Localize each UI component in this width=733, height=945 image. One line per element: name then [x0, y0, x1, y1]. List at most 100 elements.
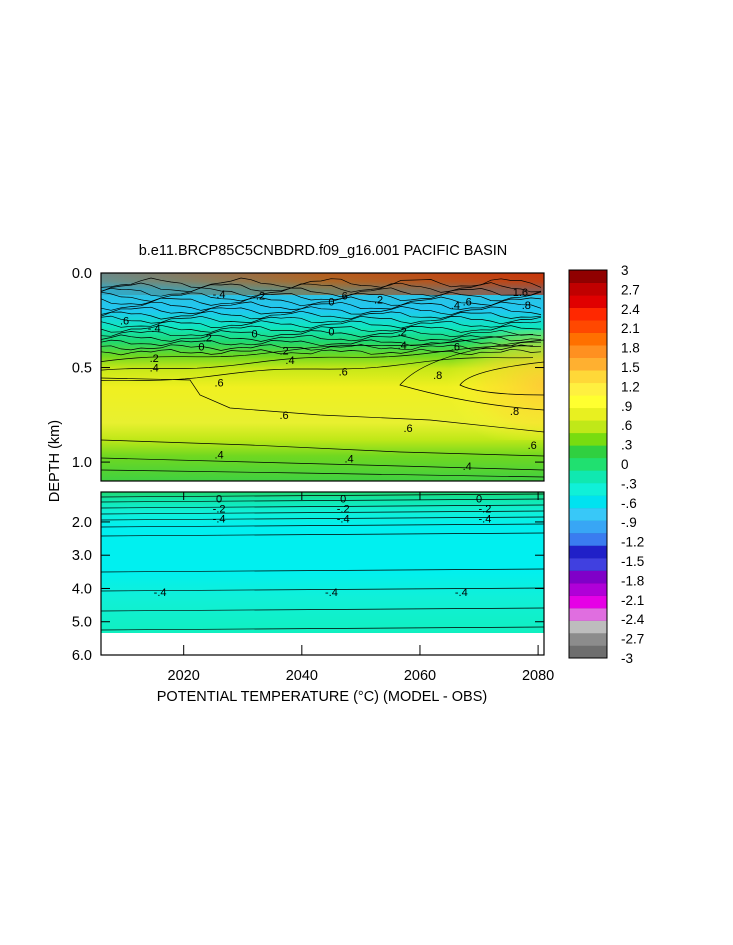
- contour-label: 0: [198, 342, 204, 354]
- y-tick-label: 1.0: [72, 455, 92, 471]
- colorbar-swatch: [569, 570, 607, 584]
- contour-line: [101, 607, 544, 612]
- contour-label: 0: [328, 296, 334, 308]
- contour-label: .8: [522, 300, 531, 312]
- colorbar-swatch: [569, 545, 607, 559]
- colorbar-label: -2.1: [621, 593, 644, 608]
- colorbar-swatch: [569, 382, 607, 396]
- colorbar-swatch: [569, 495, 607, 509]
- colorbar-label: 3: [621, 263, 629, 278]
- contour-line: [101, 320, 542, 329]
- contour-label: .6: [339, 291, 348, 303]
- contour-label: .4: [451, 300, 460, 312]
- contour-line: [101, 457, 544, 471]
- contour-label: -.2: [213, 504, 226, 516]
- contour-line: [101, 439, 544, 457]
- colorbar-swatch: [569, 607, 607, 621]
- contour-line: [101, 626, 544, 631]
- colorbar-label: 2.4: [621, 302, 640, 317]
- contour-label: 0: [340, 494, 346, 506]
- contour-line: [101, 301, 542, 311]
- y-tick-label: 3.0: [72, 548, 92, 564]
- colorbar-swatch: [569, 295, 607, 308]
- colorbar-frame: [568, 269, 608, 659]
- x-tick-label: 2080: [522, 668, 554, 684]
- contour-line: [101, 282, 542, 293]
- contour-label: -.4: [325, 587, 338, 599]
- chart-title: b.e11.BRCP85C5CNBDRD.f09_g16.001 PACIFIC…: [139, 243, 508, 259]
- y-tick-label: 6.0: [72, 648, 92, 664]
- contour-label: .2: [398, 327, 407, 339]
- colorbar-swatch: [569, 395, 607, 409]
- contour-line: [101, 306, 542, 316]
- colorbar-swatch: [569, 370, 607, 384]
- contour-line: [101, 310, 542, 320]
- contour-label: .2: [203, 332, 212, 344]
- contour-line: [101, 333, 534, 362]
- y-tick-label: 0.0: [72, 266, 92, 282]
- contour-label: .2: [150, 353, 159, 365]
- colorbar-swatch: [569, 557, 607, 571]
- colorbar: 3 2.7 2.4 2.1 1.8 1.5 1.2 .9 .6 .3 0 -.3 -.6 -.9 -1.2 -…: [568, 263, 645, 666]
- contour-line: [101, 510, 544, 515]
- contour-line: [101, 523, 544, 528]
- contour-label: -.4: [213, 514, 226, 526]
- colorbar-swatch: [569, 445, 607, 459]
- warm-anomaly-region: [380, 330, 544, 440]
- contour-line: [101, 329, 542, 338]
- colorbar-label: 1.5: [621, 360, 640, 375]
- contour-line: [101, 469, 544, 478]
- contour-line: [101, 357, 534, 382]
- colorbar-label: 2.1: [621, 321, 640, 336]
- colorbar-label: 2.7: [621, 282, 640, 297]
- contour-label: .6: [404, 423, 413, 435]
- colorbar-swatch: [569, 345, 607, 359]
- colorbar-swatch: [569, 307, 607, 321]
- colorbar-label: -.6: [621, 496, 637, 511]
- colorbar-label: .6: [621, 418, 632, 433]
- colorbar-label: -2.4: [621, 612, 645, 627]
- contour-line: [101, 587, 544, 592]
- contour-label: .4: [345, 453, 354, 465]
- colorbar-label: -.3: [621, 476, 637, 491]
- upper-panel-frame: [100, 272, 545, 482]
- colorbar-swatch: [569, 632, 607, 646]
- colorbar-label: -1.8: [621, 573, 644, 588]
- colorbar-label: -3: [621, 651, 633, 666]
- y-tick-label: 0.5: [72, 361, 92, 377]
- colorbar-swatch: [569, 282, 607, 296]
- colorbar-label: -1.2: [621, 535, 644, 550]
- contour-label: -.4: [478, 514, 491, 526]
- colorbar-swatch: [569, 457, 607, 471]
- contour-label: .6: [215, 378, 224, 390]
- colorbar-swatch: [569, 482, 607, 496]
- upper-panel: [100, 272, 545, 482]
- contour-line: [101, 277, 542, 289]
- contour-label: .8: [510, 406, 519, 418]
- colorbar-label: .9: [621, 399, 632, 414]
- contour-label: -.2: [478, 504, 491, 516]
- contour-label: -.4: [148, 323, 161, 335]
- lower-contour-lines: [101, 493, 544, 631]
- x-tick-label: 2040: [286, 668, 318, 684]
- contour-label: -.4: [213, 289, 226, 301]
- lower-panel-frame: [100, 491, 545, 656]
- contour-line: [459, 361, 544, 396]
- colorbar-swatch: [569, 620, 607, 634]
- lower-panel: [100, 491, 545, 656]
- contour-label: .6: [120, 315, 129, 327]
- contour-label: 0: [216, 494, 222, 506]
- contour-line: [101, 504, 544, 509]
- contour-line: [101, 532, 544, 537]
- contour-label: 1.6: [513, 287, 528, 299]
- colorbar-label: -1.5: [621, 554, 644, 569]
- contour-label: .6: [528, 440, 537, 452]
- x-tick-label: 2060: [404, 668, 436, 684]
- contour-line: [101, 324, 542, 333]
- colorbar-swatch: [569, 470, 607, 484]
- colorbar-swatch: [569, 357, 607, 371]
- contour-label: 0: [328, 327, 334, 339]
- surface-anomaly-band: [101, 273, 544, 295]
- contour-label: .6: [339, 366, 348, 378]
